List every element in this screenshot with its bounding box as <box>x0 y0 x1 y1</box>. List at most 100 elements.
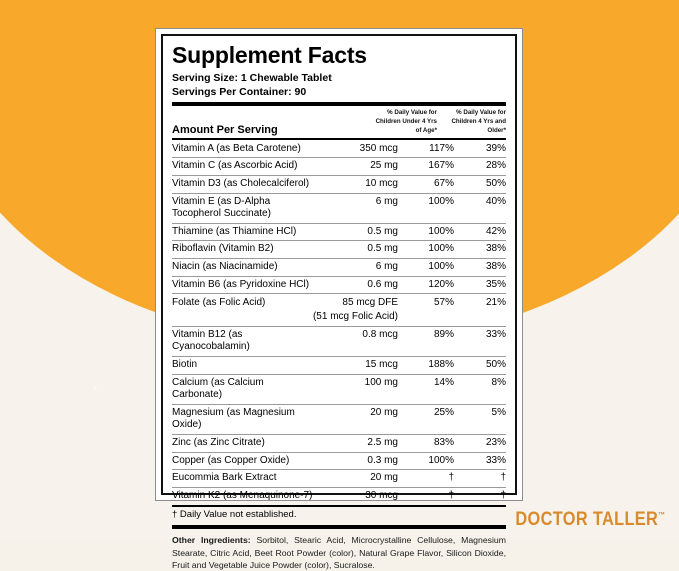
nutrient-amount: 0.8 mcg <box>312 326 398 357</box>
nutrient-name: Vitamin B12 (as Cyanocobalamin) <box>172 326 313 357</box>
nutrient-name: Vitamin D3 (as Cholecalciferol) <box>172 175 313 194</box>
nutrient-name: Vitamin A (as Beta Carotene) <box>172 140 313 159</box>
nutrient-name: Vitamin K2 (as Menaquinone-7) <box>172 487 313 507</box>
nutrient-dv-over-4: 38% <box>454 240 506 260</box>
table-row: Vitamin K2 (as Menaquinone-7) 30 mcg † † <box>172 487 506 507</box>
table-row: Thiamine (as Thiamine HCl) 0.5 mg 100% 4… <box>172 223 506 242</box>
nutrient-name: Copper (as Copper Oxide) <box>172 452 313 471</box>
nutrient-dv-under-4: 120% <box>398 276 454 295</box>
nutrient-dv-over-4: 21% <box>485 296 506 308</box>
nutrient-dv-under-4-spacer <box>398 311 454 327</box>
nutrient-name: Zinc (as Zinc Citrate) <box>172 434 313 453</box>
table-row: Riboflavin (Vitamin B2) 0.5 mg 100% 38% <box>172 240 506 260</box>
nutrient-table-body: Vitamin A (as Beta Carotene) 350 mcg 117… <box>172 140 506 507</box>
nutrient-dv-over-4: 42% <box>454 223 506 242</box>
nutrient-dv-under-4: 100% <box>398 223 454 242</box>
daily-value-footnote: † Daily Value not established. <box>172 509 297 521</box>
nutrient-dv-under-4: 100% <box>398 240 454 260</box>
supplement-facts-panel: Supplement Facts Serving Size: 1 Chewabl… <box>155 28 523 570</box>
nutrient-dv-under-4: 67% <box>398 175 454 194</box>
nutrient-amount-line2: (51 mcg Folic Acid) <box>312 311 398 327</box>
nutrient-amount: 10 mcg <box>312 175 398 194</box>
nutrient-dv-under-4: 117% <box>398 140 454 159</box>
dv-header-4-and-older: % Daily Value for Children 4 Yrs and Old… <box>451 109 506 135</box>
serving-size: Serving Size: 1 Chewable Tablet <box>172 72 332 85</box>
table-row: Copper (as Copper Oxide) 0.3 mg 100% 33% <box>172 452 506 471</box>
nutrient-name: Thiamine (as Thiamine HCl) <box>172 223 313 242</box>
table-row: Biotin 15 mcg 188% 50% <box>172 356 506 375</box>
table-row: Vitamin B12 (as Cyanocobalamin) 0.8 mcg … <box>172 326 506 357</box>
servings-per-container: Servings Per Container: 90 <box>172 86 307 99</box>
table-row: Vitamin A (as Beta Carotene) 350 mcg 117… <box>172 140 506 159</box>
nutrient-amount: 6 mg <box>312 258 398 277</box>
nutrient-dv-under-4: 100% <box>398 193 454 224</box>
nutrient-name-spacer <box>172 311 313 327</box>
nutrient-dv-over-4: 28% <box>454 157 506 176</box>
nutrient-dv-over-4: 33% <box>454 452 506 471</box>
table-row: Eucommia Bark Extract 20 mg † † <box>172 469 506 489</box>
brand-name: DOCTOR TALLER <box>515 509 658 530</box>
table-row: Vitamin E (as D-Alpha Tocopherol Succina… <box>172 193 506 224</box>
other-ingredients-label: Other Ingredients: <box>172 535 251 546</box>
nutrient-name: Niacin (as Niacinamide) <box>172 258 313 277</box>
nutrient-amount: 25 mg <box>312 157 398 176</box>
table-row: Folate (as Folic Acid) 85 mcg DFE 57% 21… <box>172 294 506 311</box>
column-header-row: Amount Per Serving % Daily Value for Chi… <box>172 106 506 138</box>
nutrient-amount: 0.6 mg <box>312 276 398 295</box>
nutrient-dv-under-4: 100% <box>398 258 454 277</box>
nutrient-amount: 0.5 mg <box>312 240 398 260</box>
nutrient-amount: 350 mcg <box>312 140 398 159</box>
nutrient-name: Magnesium (as Magnesium Oxide) <box>172 404 313 435</box>
brand-logo: DOCTOR TALLER™ <box>515 509 665 531</box>
nutrient-dv-over-4: 39% <box>454 140 506 159</box>
panel-title: Supplement Facts <box>172 42 367 68</box>
nutrient-name: Riboflavin (Vitamin B2) <box>172 240 313 260</box>
nutrient-dv-over-4-spacer <box>454 311 506 327</box>
table-row: Zinc (as Zinc Citrate) 2.5 mg 83% 23% <box>172 434 506 453</box>
nutrient-dv-under-4: 57% <box>433 296 454 308</box>
divider-thick-top <box>172 102 506 107</box>
divider-under-headers <box>172 138 506 141</box>
nutrient-amount: 0.5 mg <box>312 223 398 242</box>
nutrient-table: Vitamin A (as Beta Carotene) 350 mcg 117… <box>172 140 506 507</box>
nutrient-name: Vitamin B6 (as Pyridoxine HCl) <box>172 276 313 295</box>
nutrient-dv-over-4: 8% <box>454 374 506 405</box>
divider-thick-bottom <box>172 525 506 530</box>
nutrient-dv-under-4: 89% <box>398 326 454 357</box>
nutrient-name: Folate (as Folic Acid) <box>172 296 266 308</box>
nutrient-dv-under-4: 100% <box>398 452 454 471</box>
nutrient-amount: 2.5 mg <box>312 434 398 453</box>
nutrient-dv-under-4: † <box>398 487 454 507</box>
table-row-continuation: (51 mcg Folic Acid) <box>172 311 506 327</box>
nutrient-dv-over-4: 23% <box>454 434 506 453</box>
amount-per-serving-header: Amount Per Serving <box>172 124 278 137</box>
nutrient-dv-over-4: 40% <box>454 193 506 224</box>
nutrient-name: Calcium (as Calcium Carbonate) <box>172 374 313 405</box>
table-row: Vitamin B6 (as Pyridoxine HCl) 0.6 mg 12… <box>172 276 506 295</box>
nutrient-amount: 85 mcg DFE <box>342 296 398 308</box>
nutrient-dv-under-4: 25% <box>398 404 454 435</box>
other-ingredients: Other Ingredients: Sorbitol, Stearic Aci… <box>172 529 506 571</box>
table-row: Niacin (as Niacinamide) 6 mg 100% 38% <box>172 258 506 277</box>
supplement-facts-border: Supplement Facts Serving Size: 1 Chewabl… <box>161 34 517 570</box>
nutrient-dv-under-4: † <box>398 469 454 489</box>
nutrient-dv-under-4: 83% <box>398 434 454 453</box>
table-row: Vitamin D3 (as Cholecalciferol) 10 mcg 6… <box>172 175 506 194</box>
nutrient-dv-over-4: 5% <box>454 404 506 435</box>
nutrient-dv-over-4: 50% <box>454 175 506 194</box>
nutrient-dv-over-4: 50% <box>454 356 506 375</box>
trademark-symbol: ™ <box>657 510 665 520</box>
dv-header-under-4: % Daily Value for Children Under 4 Yrs o… <box>375 109 437 135</box>
nutrient-amount: 0.3 mg <box>312 452 398 471</box>
table-row: Vitamin C (as Ascorbic Acid) 25 mg 167% … <box>172 157 506 176</box>
nutrient-amount: 20 mg <box>312 469 398 489</box>
nutrient-name: Eucommia Bark Extract <box>172 469 313 489</box>
nutrient-dv-over-4: † <box>454 487 506 507</box>
nutrient-dv-over-4: † <box>454 469 506 489</box>
nutrient-dv-under-4: 14% <box>398 374 454 405</box>
nutrient-amount: 20 mg <box>312 404 398 435</box>
nutrient-dv-over-4: 38% <box>454 258 506 277</box>
nutrient-amount: 15 mcg <box>312 356 398 375</box>
nutrient-dv-under-4: 188% <box>398 356 454 375</box>
nutrient-amount: 100 mg <box>312 374 398 405</box>
